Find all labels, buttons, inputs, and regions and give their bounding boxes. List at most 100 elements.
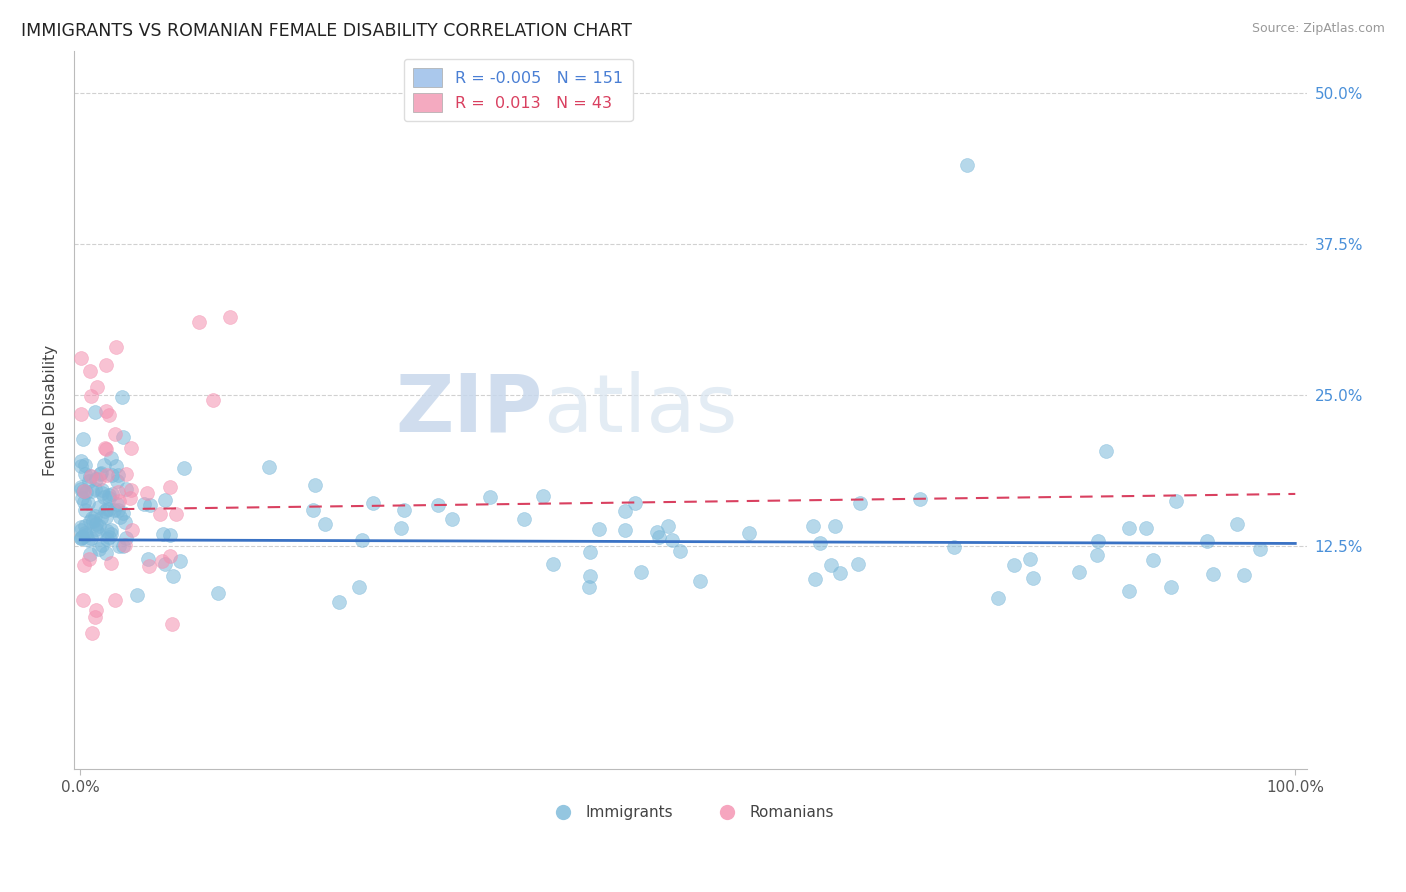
Point bbox=[84, 522, 107, 536]
Point bbox=[1164, 493, 1187, 508]
Point bbox=[73, 502, 96, 516]
Legend: Immigrants, Romanians: Immigrants, Romanians bbox=[541, 799, 841, 826]
Point bbox=[689, 574, 711, 588]
Point bbox=[100, 527, 122, 541]
Point bbox=[94, 545, 117, 559]
Point bbox=[1135, 521, 1157, 535]
Point bbox=[120, 483, 142, 498]
Point bbox=[105, 474, 128, 488]
Point bbox=[70, 480, 93, 494]
Point bbox=[426, 499, 449, 513]
Point bbox=[76, 533, 98, 547]
Point bbox=[108, 494, 131, 508]
Point bbox=[100, 467, 122, 482]
Point bbox=[79, 364, 101, 378]
Point bbox=[114, 538, 136, 552]
Point bbox=[91, 486, 114, 500]
Point bbox=[97, 488, 120, 502]
Point bbox=[100, 523, 122, 537]
Point bbox=[84, 603, 107, 617]
Point bbox=[104, 340, 127, 354]
Point bbox=[578, 545, 600, 559]
Point bbox=[80, 511, 103, 525]
Point bbox=[314, 516, 336, 531]
Point bbox=[956, 158, 979, 172]
Point bbox=[94, 504, 117, 518]
Point bbox=[70, 454, 93, 468]
Point bbox=[111, 539, 134, 553]
Point bbox=[173, 460, 195, 475]
Point bbox=[70, 351, 93, 365]
Point bbox=[304, 478, 326, 492]
Point bbox=[96, 532, 118, 546]
Point bbox=[107, 503, 129, 517]
Point bbox=[93, 490, 115, 504]
Point bbox=[112, 506, 135, 520]
Point bbox=[91, 538, 114, 552]
Point bbox=[361, 496, 384, 510]
Point bbox=[79, 468, 101, 483]
Point bbox=[94, 404, 117, 418]
Point bbox=[107, 468, 129, 483]
Point bbox=[72, 432, 94, 446]
Point bbox=[661, 533, 683, 547]
Point bbox=[824, 518, 846, 533]
Point bbox=[159, 527, 181, 541]
Point bbox=[70, 519, 93, 533]
Point bbox=[848, 558, 870, 572]
Point bbox=[73, 495, 96, 509]
Point bbox=[100, 487, 122, 501]
Point bbox=[160, 617, 183, 632]
Point bbox=[79, 474, 101, 488]
Point bbox=[153, 492, 176, 507]
Point bbox=[479, 490, 502, 504]
Point bbox=[1233, 568, 1256, 582]
Point bbox=[84, 610, 107, 624]
Point bbox=[1022, 571, 1045, 585]
Point bbox=[1002, 558, 1025, 572]
Point bbox=[89, 467, 111, 481]
Point bbox=[70, 483, 93, 497]
Point bbox=[115, 467, 138, 482]
Point bbox=[98, 530, 121, 544]
Text: Source: ZipAtlas.com: Source: ZipAtlas.com bbox=[1251, 22, 1385, 36]
Point bbox=[1201, 567, 1223, 582]
Point bbox=[70, 531, 93, 545]
Point bbox=[104, 593, 127, 607]
Point bbox=[1142, 553, 1164, 567]
Point bbox=[96, 509, 118, 524]
Point bbox=[105, 459, 128, 474]
Point bbox=[72, 592, 94, 607]
Text: atlas: atlas bbox=[543, 371, 737, 449]
Point bbox=[84, 508, 107, 523]
Point bbox=[80, 389, 103, 403]
Point bbox=[72, 483, 94, 498]
Point bbox=[70, 531, 93, 545]
Point bbox=[86, 380, 108, 394]
Point bbox=[107, 539, 129, 553]
Point bbox=[202, 392, 225, 407]
Text: ZIP: ZIP bbox=[395, 371, 543, 449]
Point bbox=[624, 496, 647, 510]
Point bbox=[89, 472, 111, 486]
Point bbox=[804, 572, 827, 586]
Point bbox=[84, 517, 107, 532]
Point bbox=[75, 528, 97, 542]
Point bbox=[349, 580, 371, 594]
Point bbox=[70, 407, 93, 421]
Point bbox=[987, 591, 1010, 605]
Point bbox=[94, 441, 117, 455]
Point bbox=[87, 500, 110, 514]
Point bbox=[86, 524, 108, 539]
Point bbox=[96, 467, 118, 482]
Point bbox=[1019, 552, 1042, 566]
Point bbox=[73, 519, 96, 533]
Point bbox=[657, 518, 679, 533]
Point bbox=[105, 497, 128, 511]
Point bbox=[100, 450, 122, 465]
Point bbox=[613, 523, 636, 537]
Point bbox=[578, 580, 600, 594]
Point bbox=[96, 501, 118, 516]
Point bbox=[645, 524, 668, 539]
Point bbox=[1069, 565, 1091, 579]
